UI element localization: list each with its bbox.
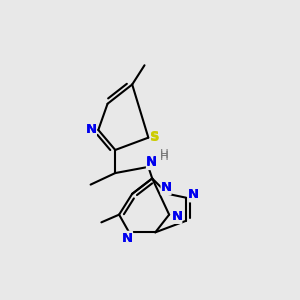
Text: N: N (188, 188, 200, 201)
Text: N: N (171, 210, 182, 223)
Text: H: H (159, 150, 168, 163)
Text: N: N (146, 156, 157, 169)
Text: N: N (146, 155, 157, 168)
Text: N: N (122, 232, 133, 245)
Text: N: N (160, 181, 172, 194)
Text: N: N (86, 123, 97, 136)
Text: H: H (159, 148, 168, 161)
Text: N: N (122, 232, 133, 245)
Text: S: S (151, 130, 160, 143)
Text: N: N (86, 123, 97, 136)
Text: N: N (160, 181, 172, 194)
Text: S: S (151, 131, 160, 144)
Text: N: N (171, 210, 182, 223)
Text: N: N (188, 188, 200, 201)
